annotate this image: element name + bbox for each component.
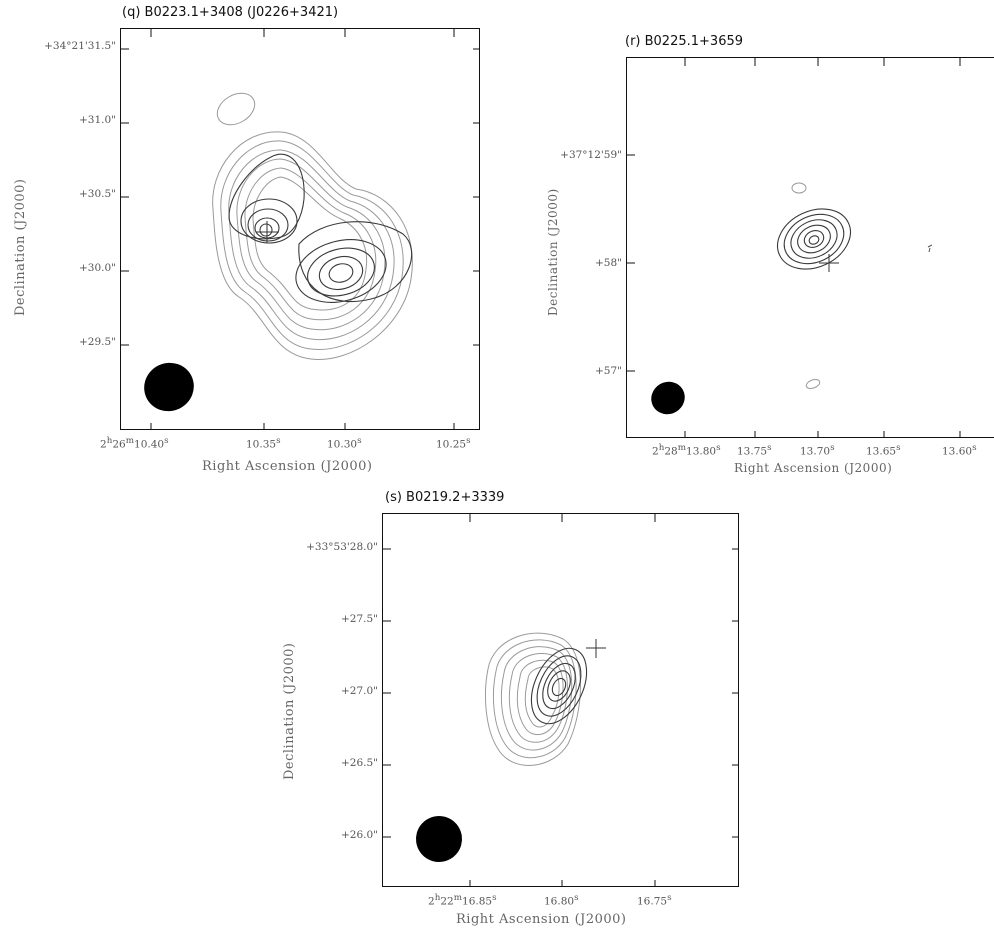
panel-s-ytick: +33°53'28.0" xyxy=(306,541,378,553)
panel-r-plot xyxy=(626,57,994,438)
panel-s-xtick: 16.75s xyxy=(637,893,672,908)
panel-s-xtick: 16.80s xyxy=(544,893,579,908)
panel-q-ytick: +34°21'31.5" xyxy=(44,40,116,52)
panel-s-optical-cross xyxy=(586,639,606,658)
panel-q-xtick: 10.25s xyxy=(436,436,471,451)
panel-q-xtick: 10.30s xyxy=(327,436,362,451)
panel-s-ytick: +26.0" xyxy=(340,829,378,841)
panel-r-xtick: 13.60s xyxy=(942,443,977,458)
panel-s-xlabel: Right Ascension (J2000) xyxy=(456,912,627,927)
panel-q-plot xyxy=(120,28,480,430)
panel-r-dark-contours xyxy=(777,208,851,270)
panel-s-plot xyxy=(382,513,739,887)
panel-s-beam xyxy=(416,816,462,862)
panel-s-xtick: 2h22m16.85s xyxy=(428,893,497,908)
panel-s-ytick: +27.5" xyxy=(340,613,378,625)
panel-r-xtick: 2h28m13.80s xyxy=(652,443,721,458)
panel-q-ytick: +30.0" xyxy=(78,262,116,274)
panel-q-title: (q) B0223.1+3408 (J0226+3421) xyxy=(122,5,339,20)
panel-s-ylabel: Declination (J2000) xyxy=(282,642,297,781)
panel-r-ytick: +57" xyxy=(595,365,622,377)
panel-r-ytick: +37°12'59" xyxy=(560,149,622,161)
panel-r-xlabel: Right Ascension (J2000) xyxy=(734,461,893,475)
panel-s-title: (s) B0219.2+3339 xyxy=(385,490,505,505)
panel-r-beam xyxy=(651,381,685,415)
panel-q-ylabel: Declination (J2000) xyxy=(13,178,28,317)
panel-r-title: (r) B0225.1+3659 xyxy=(625,34,744,49)
panel-r-light-contours xyxy=(791,182,933,389)
panel-r-optical-cross xyxy=(819,254,839,272)
panel-q-ytick: +30.5" xyxy=(78,188,116,200)
panel-s-contour-map xyxy=(383,514,738,886)
panel-s-ytick: +27.0" xyxy=(340,685,378,697)
panel-q-ytick: +29.5" xyxy=(78,336,116,348)
panel-q-xtick: 2h26m10.40s xyxy=(100,436,169,451)
panel-r-ylabel: Declination (J2000) xyxy=(546,188,560,316)
panel-r-xtick: 13.65s xyxy=(866,443,901,458)
panel-q-dark-contours xyxy=(228,153,412,303)
panel-s-light-contours xyxy=(484,632,581,766)
panel-q-ytick: +31.0" xyxy=(78,114,116,126)
panel-q-xlabel: Right Ascension (J2000) xyxy=(202,459,373,474)
panel-q-optical-cross xyxy=(256,221,279,243)
panel-q-light-contours xyxy=(212,92,413,360)
panel-s-ytick: +26.5" xyxy=(340,757,378,769)
panel-s-dark-contours xyxy=(530,647,588,725)
panel-r-xtick: 13.75s xyxy=(737,443,772,458)
panel-r-contour-map xyxy=(627,58,961,437)
panel-q-beam xyxy=(144,362,194,412)
panel-r-ytick: +58" xyxy=(595,257,622,269)
panel-q-xtick: 10.35s xyxy=(246,436,281,451)
panel-q-contour-map xyxy=(121,29,479,429)
panel-r-xtick: 13.70s xyxy=(800,443,835,458)
